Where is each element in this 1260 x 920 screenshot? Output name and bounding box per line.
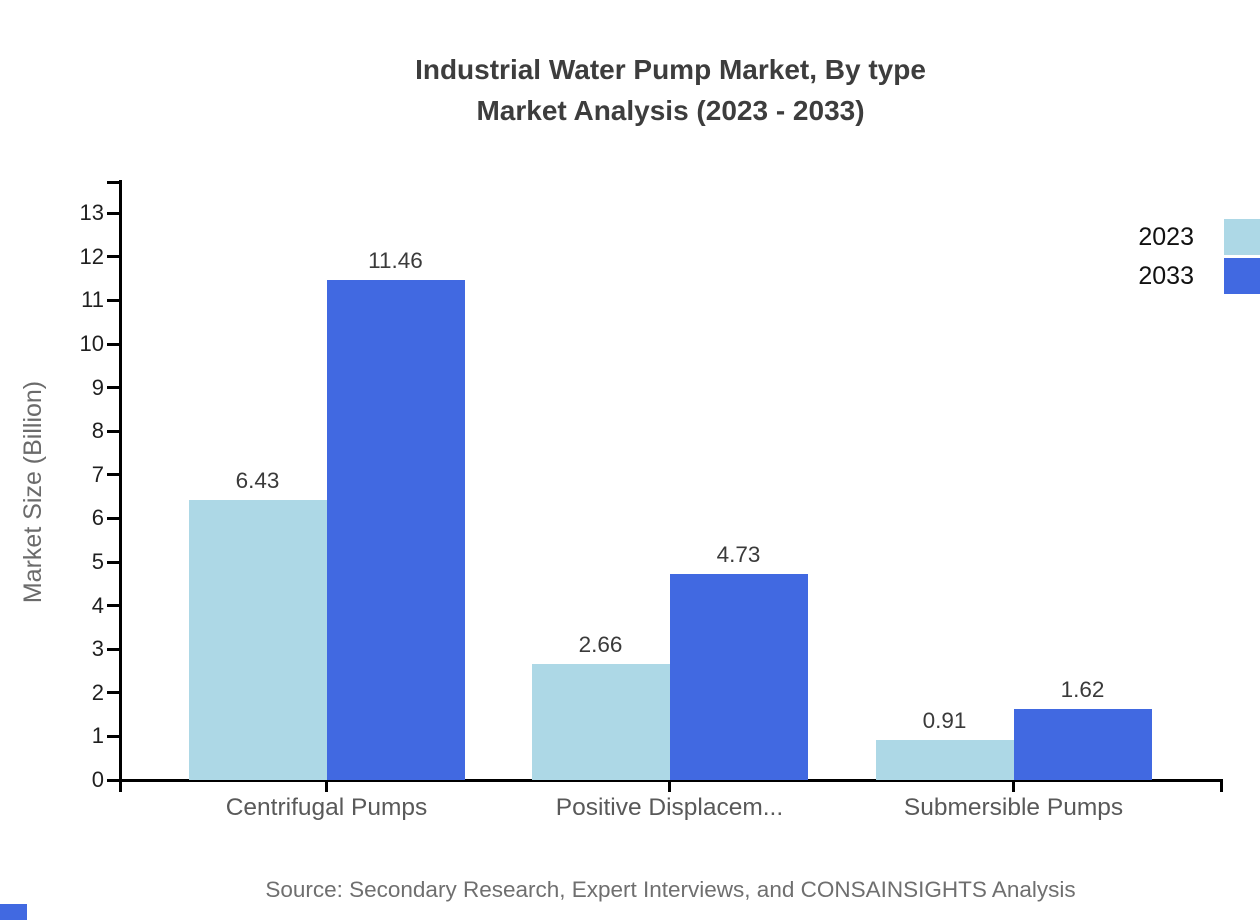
x-tick	[1012, 780, 1015, 792]
y-tick-label: 7	[91, 461, 104, 487]
legend-label-2033: 2033	[1138, 262, 1194, 290]
y-tick	[107, 560, 120, 564]
y-tick	[107, 211, 120, 215]
y-tick	[107, 734, 120, 738]
value-label: 2.66	[578, 632, 623, 658]
legend-swatch-2033	[1224, 258, 1260, 294]
value-label: 6.43	[235, 467, 280, 493]
source-text: Source: Secondary Research, Expert Inter…	[265, 877, 1076, 902]
x-axis-end-tick	[1219, 780, 1223, 792]
bar-2023-2	[531, 664, 670, 780]
y-tick-label: 11	[81, 287, 104, 313]
y-tick	[107, 298, 120, 302]
value-label: 11.46	[368, 248, 423, 274]
y-axis-top-tick	[107, 180, 120, 184]
value-label: 1.62	[1060, 677, 1105, 703]
value-label: 4.73	[716, 541, 761, 567]
y-tick	[107, 473, 120, 477]
y-tick	[107, 429, 120, 433]
y-tick-label: 6	[91, 505, 104, 531]
y-tick-label: 4	[91, 592, 104, 618]
y-tick	[107, 342, 120, 346]
y-tick-label: 0	[91, 767, 104, 792]
y-tick	[107, 386, 120, 390]
value-label: 0.91	[922, 708, 967, 734]
y-axis-line	[118, 180, 122, 792]
y-tick-label: 1	[91, 723, 104, 749]
y-tick-label: 3	[91, 636, 104, 662]
chart-title-line2: Market Analysis (2023 - 2033)	[476, 95, 865, 126]
legend-swatch-2023	[1224, 219, 1260, 255]
y-tick-label: 2	[91, 679, 104, 705]
chart-title-line1: Industrial Water Pump Market, By type	[415, 54, 926, 85]
y-tick-label: 9	[91, 374, 104, 400]
x-tick	[325, 780, 328, 792]
y-tick-label: 10	[79, 331, 104, 356]
y-tick-label: 8	[91, 418, 104, 444]
bar-2033-1	[326, 280, 465, 780]
bar-2033-3	[1013, 709, 1152, 780]
y-tick	[107, 778, 120, 782]
y-tick-label: 12	[79, 243, 104, 269]
y-tick	[107, 255, 120, 259]
chart-title: Industrial Water Pump Market, By type Ma…	[120, 49, 1221, 131]
y-tick	[107, 516, 120, 520]
y-tick-label: 5	[91, 549, 104, 574]
y-tick-label: 13	[79, 200, 104, 226]
bar-2023-3	[875, 740, 1014, 780]
bar-2033-2	[669, 573, 808, 780]
y-tick	[107, 691, 120, 695]
x-tick	[668, 780, 671, 792]
x-category-label: Centrifugal Pumps	[225, 794, 428, 821]
x-category-label: Positive Displacem...	[555, 794, 784, 821]
legend-label-2023: 2023	[1138, 223, 1194, 251]
y-tick	[107, 647, 120, 651]
corner-mark	[0, 904, 27, 920]
bar-2023-1	[188, 499, 327, 780]
x-category-label: Submersible Pumps	[903, 794, 1124, 821]
y-tick	[107, 604, 120, 608]
